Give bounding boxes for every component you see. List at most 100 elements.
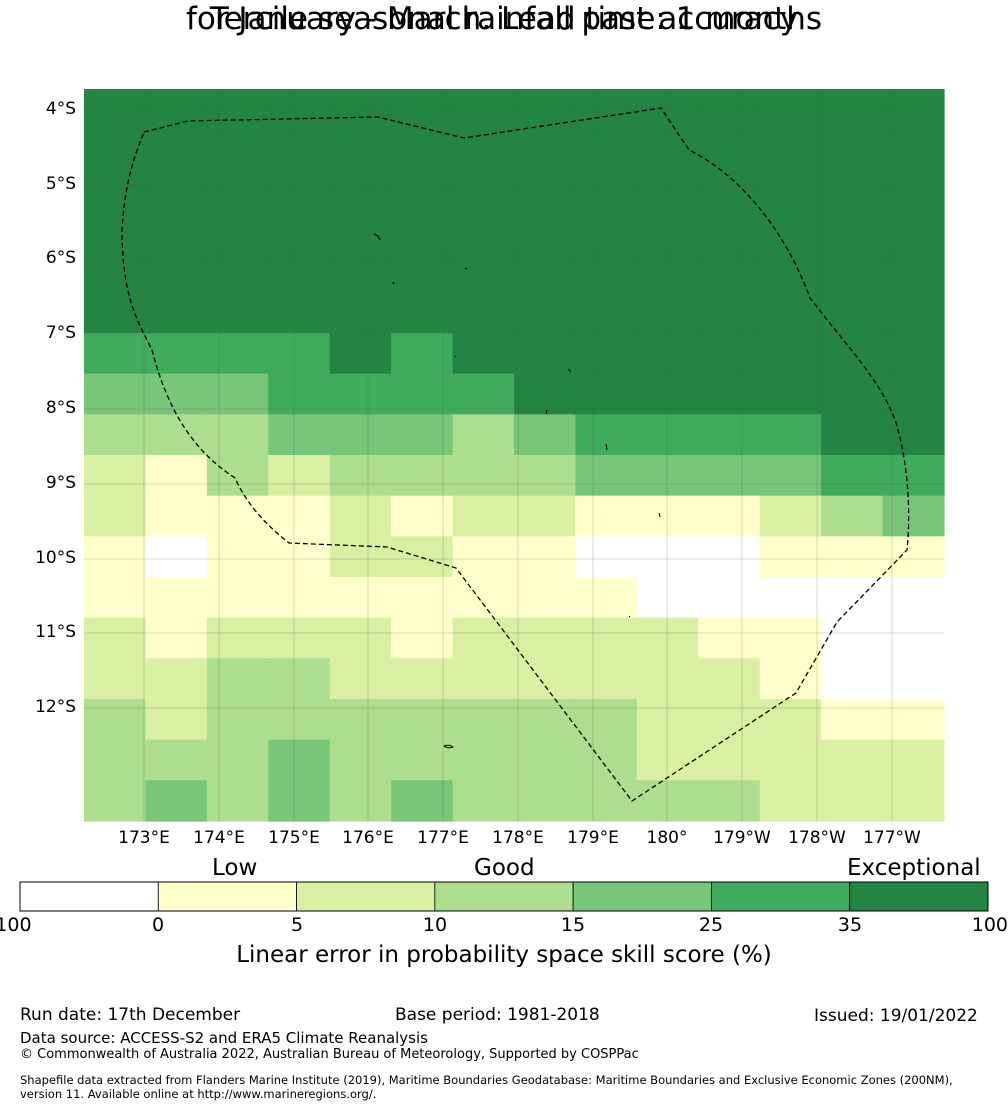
grid-cell bbox=[514, 495, 577, 537]
grid-cell bbox=[391, 211, 454, 253]
grid-cell bbox=[206, 658, 269, 700]
island bbox=[605, 443, 608, 451]
grid-cell bbox=[268, 658, 331, 700]
grid-cell bbox=[698, 251, 761, 293]
category-low: Low bbox=[212, 855, 258, 881]
grid-cell bbox=[759, 129, 822, 171]
grid-cell bbox=[391, 739, 454, 781]
grid-cell bbox=[882, 373, 945, 415]
grid-cell bbox=[452, 739, 515, 781]
grid-cell bbox=[268, 170, 331, 212]
lat-label: 9°S bbox=[45, 473, 76, 493]
grid-cell bbox=[514, 333, 577, 375]
grid-cell bbox=[514, 373, 577, 415]
category-exceptional: Exceptional bbox=[847, 855, 981, 881]
grid-cell bbox=[145, 414, 208, 456]
skill-grid-cells bbox=[84, 89, 945, 822]
lat-label: 8°S bbox=[45, 398, 76, 418]
grid-cell bbox=[145, 699, 208, 741]
lon-label: 179°E bbox=[567, 828, 619, 848]
grid-cell bbox=[514, 211, 577, 253]
grid-cell bbox=[84, 414, 147, 456]
lat-label: 6°S bbox=[45, 248, 76, 268]
grid-cell bbox=[759, 780, 822, 822]
grid-cell bbox=[698, 495, 761, 537]
grid-cell bbox=[391, 536, 454, 578]
colorbar-tick: 25 bbox=[698, 914, 724, 936]
grid-cell bbox=[206, 170, 269, 212]
grid-cell bbox=[329, 658, 392, 700]
grid-cell bbox=[145, 577, 208, 619]
grid-cell bbox=[391, 455, 454, 497]
grid-cell bbox=[329, 170, 392, 212]
grid-cell bbox=[268, 455, 331, 497]
grid-cell bbox=[636, 617, 699, 659]
grid-cell bbox=[514, 780, 577, 822]
grid-cell bbox=[452, 780, 515, 822]
grid-cell bbox=[759, 577, 822, 619]
lon-label: 176°E bbox=[342, 828, 394, 848]
grid-cell bbox=[698, 129, 761, 171]
grid-cell bbox=[636, 739, 699, 781]
graticule-lines bbox=[84, 89, 944, 821]
grid-cell bbox=[206, 495, 269, 537]
grid-cell bbox=[84, 170, 147, 212]
grid-cell bbox=[268, 251, 331, 293]
grid-cell bbox=[391, 577, 454, 619]
grid-cell bbox=[206, 129, 269, 171]
grid-cell bbox=[329, 414, 392, 456]
grid-cell bbox=[268, 577, 331, 619]
grid-cell bbox=[268, 739, 331, 781]
grid-cell bbox=[575, 455, 638, 497]
grid-cell bbox=[329, 455, 392, 497]
grid-cell bbox=[575, 251, 638, 293]
grid-cell bbox=[514, 414, 577, 456]
grid-cell bbox=[145, 129, 208, 171]
run-date: Run date: 17th December bbox=[20, 1005, 241, 1025]
grid-cell bbox=[636, 414, 699, 456]
grid-cell bbox=[575, 780, 638, 822]
grid-cell bbox=[636, 699, 699, 741]
grid-cell bbox=[698, 780, 761, 822]
island bbox=[392, 281, 395, 285]
grid-cell bbox=[514, 455, 577, 497]
grid-cell bbox=[821, 739, 884, 781]
grid-cell bbox=[575, 129, 638, 171]
lon-label: 173°E bbox=[118, 828, 170, 848]
grid-cell bbox=[821, 211, 884, 253]
grid-cell bbox=[329, 333, 392, 375]
grid-cell bbox=[145, 617, 208, 659]
grid-cell bbox=[698, 414, 761, 456]
grid-cell bbox=[145, 333, 208, 375]
grid-cell bbox=[391, 617, 454, 659]
grid-cell bbox=[821, 495, 884, 537]
grid-cell bbox=[821, 373, 884, 415]
grid-cell bbox=[636, 577, 699, 619]
grid-cell bbox=[268, 536, 331, 578]
lon-label: 175°E bbox=[268, 828, 320, 848]
shapefile-credit-line-1: Shapefile data extracted from Flanders M… bbox=[20, 1073, 953, 1087]
grid-cell bbox=[329, 251, 392, 293]
grid-cell bbox=[145, 739, 208, 781]
island bbox=[567, 368, 572, 373]
grid-cell bbox=[145, 292, 208, 334]
grid-cell bbox=[145, 251, 208, 293]
grid-cell bbox=[698, 577, 761, 619]
grid-cell bbox=[268, 780, 331, 822]
grid-cell bbox=[391, 658, 454, 700]
grid-cell bbox=[698, 739, 761, 781]
grid-cell bbox=[145, 170, 208, 212]
colorbar-segment bbox=[19, 881, 159, 912]
grid-cell bbox=[329, 495, 392, 537]
grid-cell bbox=[268, 699, 331, 741]
grid-cell bbox=[636, 536, 699, 578]
grid-cell bbox=[145, 780, 208, 822]
grid-cell bbox=[759, 211, 822, 253]
colorbar-segment bbox=[434, 881, 574, 912]
grid-cell bbox=[391, 414, 454, 456]
grid-cell bbox=[391, 292, 454, 334]
colorbar-segment bbox=[296, 881, 436, 912]
islands bbox=[373, 233, 661, 749]
category-good: Good bbox=[474, 855, 535, 881]
issued-date: Issued: 19/01/2022 bbox=[814, 1006, 978, 1026]
